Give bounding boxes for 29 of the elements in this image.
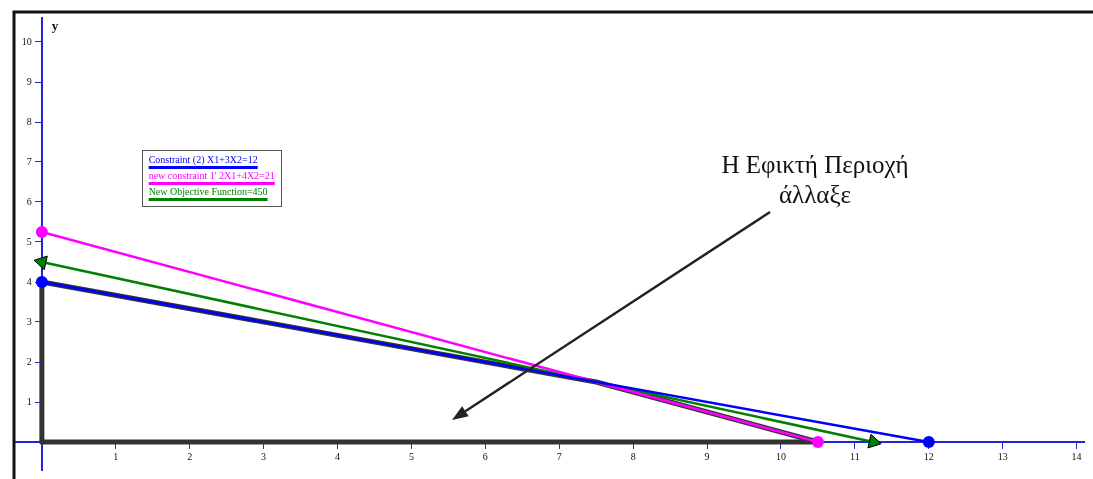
text: New Objective Function=450	[148, 186, 269, 198]
y-tick-label: 3	[26, 315, 32, 327]
x-tick-label: 8	[630, 450, 636, 462]
y-tick-label: 2	[26, 355, 32, 367]
x-tick-label: 1	[113, 450, 119, 462]
x-tick-label: 10	[775, 450, 786, 462]
y-tick-label: 10	[21, 35, 32, 47]
annotation: Η Εφικτή Περιοχή άλλαξε	[720, 150, 910, 210]
x-tick-label: 6	[482, 450, 488, 462]
x-tick-label: 3	[261, 450, 267, 462]
x-tick-label: 2	[187, 450, 193, 462]
x-tick-label: 9	[704, 450, 710, 462]
y-tick-label: 5	[26, 235, 32, 247]
y-tick-label: 9	[26, 75, 32, 87]
x-tick-label: 11	[850, 450, 860, 462]
x-tick-label: 12	[923, 450, 934, 462]
y-tick-label: 1	[26, 395, 32, 407]
text: Constraint (2) X1+3X2=12	[148, 154, 259, 166]
y-tick-label: 4	[26, 275, 32, 287]
x-tick-label: 7	[556, 450, 562, 462]
x-tick-label: 5	[408, 450, 414, 462]
x-tick-label: 4	[335, 450, 341, 462]
y-axis-title: y	[51, 18, 59, 33]
y-tick-label: 6	[26, 195, 32, 207]
text: new constraint 1' 2X1+4X2=21	[148, 170, 275, 182]
y-tick-label: 7	[26, 155, 32, 167]
x-tick-label: 14	[1071, 450, 1082, 462]
x-tick-label: 13	[997, 450, 1008, 462]
y-tick-label: 8	[26, 115, 32, 127]
